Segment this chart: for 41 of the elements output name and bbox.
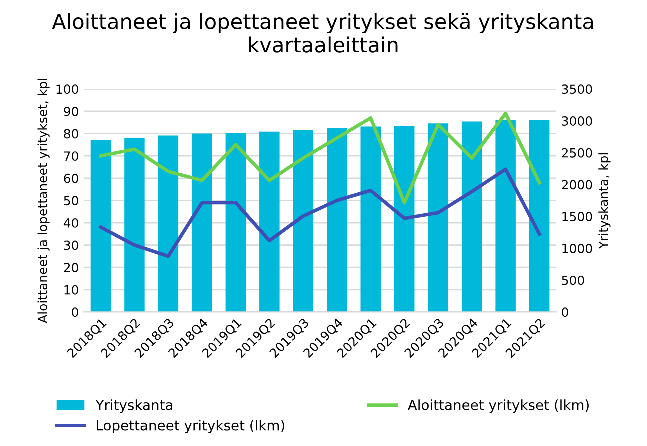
y2-tick-label: 0: [562, 308, 568, 318]
legend-label: Yrityskanta: [96, 400, 172, 414]
legend-label: Aloittaneet yritykset (lkm): [408, 400, 589, 414]
bar: [158, 136, 179, 312]
y2-tick-label: 3000: [562, 116, 592, 126]
y2-axis-title: Yrityskanta, kpl: [598, 153, 611, 250]
legend-label: Lopettaneet yritykset (lkm): [97, 420, 284, 434]
y2-tick-label: 1500: [562, 212, 592, 222]
y-tick-label: 20: [64, 263, 78, 273]
y2-tick-label: 500: [562, 276, 584, 286]
bar: [394, 126, 415, 312]
line-series: [99, 112, 542, 205]
y-tick-label: 90: [64, 106, 78, 116]
y-tick-label: 50: [64, 196, 78, 206]
chart-title: Aloittaneet ja lopettaneet yritykset sekä yrityskanta kvartaaleittain: [52, 13, 594, 53]
y-axis-title: Aloittaneet ja lopettaneet yritykset, kpl: [38, 79, 50, 324]
line-series: [99, 168, 542, 258]
bar: [192, 134, 212, 312]
bar: [90, 140, 112, 312]
bar: [529, 120, 550, 312]
bar: [360, 126, 381, 312]
y2-tick-label: 2000: [562, 180, 592, 190]
y-tick-label: 100: [56, 84, 78, 94]
y-tick-label: 40: [64, 218, 78, 228]
bar: [293, 130, 314, 312]
bar: [327, 128, 348, 312]
bar: [124, 138, 145, 312]
y2-tick-label: 1000: [562, 244, 592, 254]
y-tick-label: 0: [72, 308, 78, 318]
y2-tick-label: 3500: [562, 84, 592, 94]
y2-tick-label: 2500: [562, 148, 592, 158]
y-tick-label: 80: [64, 129, 78, 139]
y-tick-label: 70: [64, 152, 78, 162]
bar: [260, 132, 280, 312]
bar: [462, 122, 482, 312]
y-tick-label: 10: [64, 285, 78, 295]
bar: [226, 133, 246, 312]
bar: [428, 124, 448, 312]
bar: [496, 120, 516, 312]
y-tick-label: 60: [64, 174, 78, 184]
y-tick-label: 30: [64, 240, 78, 250]
